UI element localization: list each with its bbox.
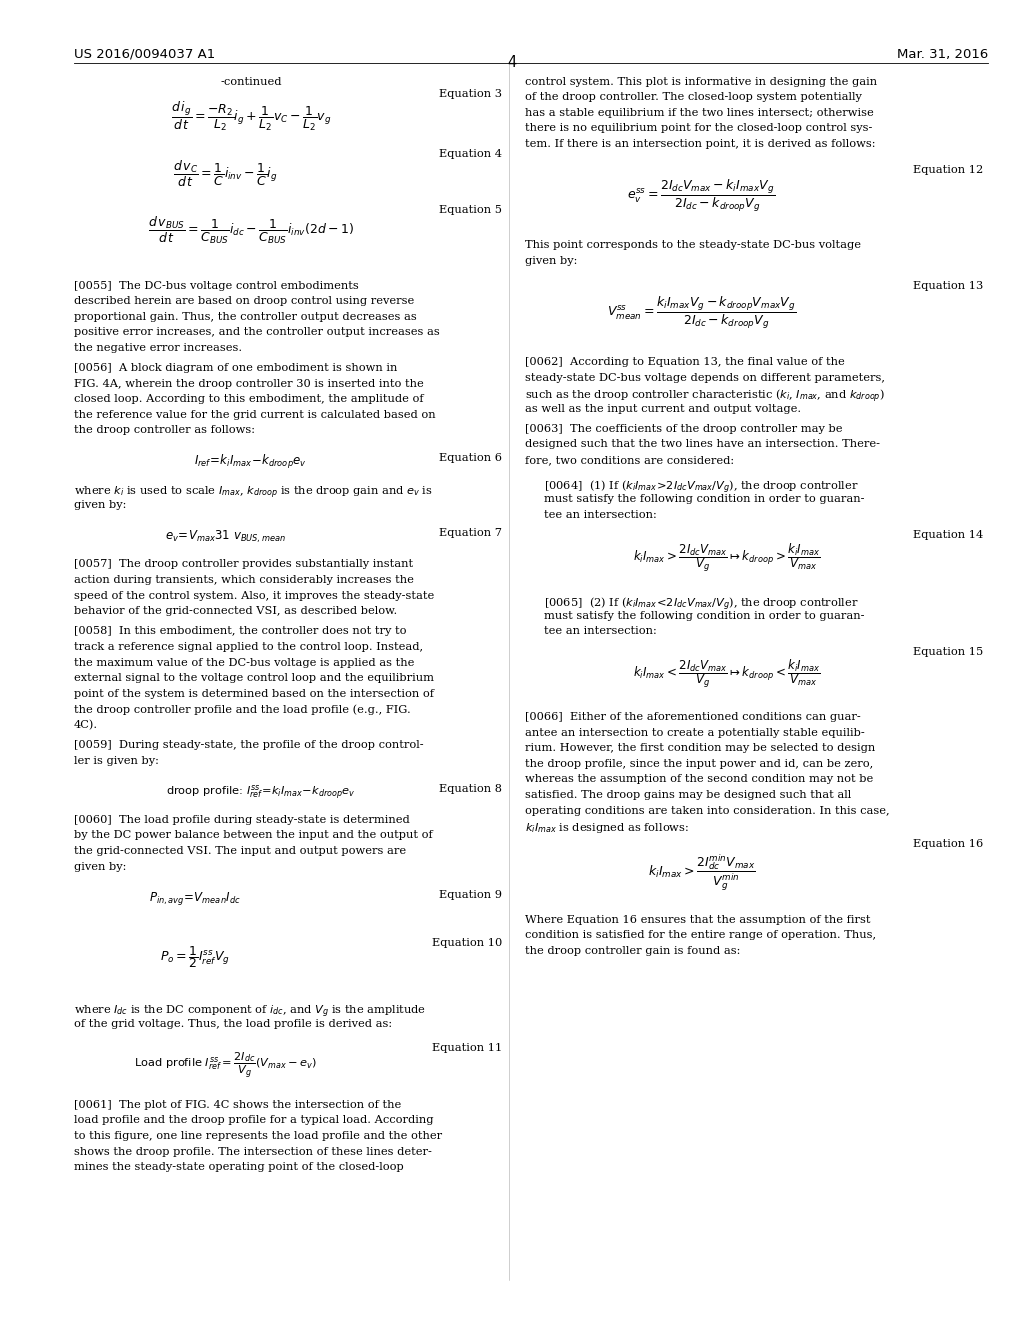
Text: designed such that the two lines have an intersection. There-: designed such that the two lines have an… bbox=[525, 440, 881, 450]
Text: tee an intersection:: tee an intersection: bbox=[544, 627, 656, 636]
Text: US 2016/0094037 A1: US 2016/0094037 A1 bbox=[74, 48, 215, 61]
Text: [0063]  The coefficients of the droop controller may be: [0063] The coefficients of the droop con… bbox=[525, 424, 843, 434]
Text: positive error increases, and the controller output increases as: positive error increases, and the contro… bbox=[74, 327, 439, 338]
Text: [0055]  The DC-bus voltage control embodiments: [0055] The DC-bus voltage control embodi… bbox=[74, 281, 358, 290]
Text: where $I_{dc}$ is the DC component of $i_{dc}$, and $V_g$ is the amplitude: where $I_{dc}$ is the DC component of $i… bbox=[74, 1003, 426, 1020]
Text: as well as the input current and output voltage.: as well as the input current and output … bbox=[525, 404, 802, 413]
Text: mines the steady-state operating point of the closed-loop: mines the steady-state operating point o… bbox=[74, 1162, 403, 1172]
Text: Where Equation 16 ensures that the assumption of the first: Where Equation 16 ensures that the assum… bbox=[525, 915, 870, 924]
Text: condition is satisfied for the entire range of operation. Thus,: condition is satisfied for the entire ra… bbox=[525, 931, 877, 940]
Text: tem. If there is an intersection point, it is derived as follows:: tem. If there is an intersection point, … bbox=[525, 139, 876, 149]
Text: Equation 10: Equation 10 bbox=[431, 937, 502, 948]
Text: rium. However, the first condition may be selected to design: rium. However, the first condition may b… bbox=[525, 743, 876, 754]
Text: [0062]  According to Equation 13, the final value of the: [0062] According to Equation 13, the fin… bbox=[525, 356, 845, 367]
Text: Equation 6: Equation 6 bbox=[438, 454, 502, 463]
Text: must satisfy the following condition in order to guaran-: must satisfy the following condition in … bbox=[544, 494, 864, 504]
Text: 4: 4 bbox=[507, 55, 517, 70]
Text: Equation 16: Equation 16 bbox=[912, 840, 983, 849]
Text: given by:: given by: bbox=[74, 862, 126, 871]
Text: $\dfrac{d\,i_g}{d\,t} = \dfrac{-R_2}{L_2}i_g + \dfrac{1}{L_2}v_C - \dfrac{1}{L_2: $\dfrac{d\,i_g}{d\,t} = \dfrac{-R_2}{L_2… bbox=[171, 100, 331, 133]
Text: Equation 11: Equation 11 bbox=[431, 1044, 502, 1053]
Text: Equation 9: Equation 9 bbox=[438, 890, 502, 900]
Text: 4C).: 4C). bbox=[74, 719, 98, 730]
Text: point of the system is determined based on the intersection of: point of the system is determined based … bbox=[74, 689, 434, 698]
Text: shows the droop profile. The intersection of these lines deter-: shows the droop profile. The intersectio… bbox=[74, 1147, 431, 1156]
Text: [0056]  A block diagram of one embodiment is shown in: [0056] A block diagram of one embodiment… bbox=[74, 363, 397, 374]
Text: satisfied. The droop gains may be designed such that all: satisfied. The droop gains may be design… bbox=[525, 789, 852, 800]
Text: Equation 4: Equation 4 bbox=[438, 149, 502, 158]
Text: $\dfrac{d\,v_{BUS}}{d\,t} = \dfrac{1}{C_{BUS}}i_{dc} - \dfrac{1}{C_{BUS}}i_{inv}: $\dfrac{d\,v_{BUS}}{d\,t} = \dfrac{1}{C_… bbox=[147, 215, 354, 247]
Text: to this figure, one line represents the load profile and the other: to this figure, one line represents the … bbox=[74, 1131, 441, 1140]
Text: closed loop. According to this embodiment, the amplitude of: closed loop. According to this embodimen… bbox=[74, 395, 423, 404]
Text: Equation 5: Equation 5 bbox=[438, 205, 502, 215]
Text: [0064]  (1) If ($k_i I_{max}\!>\!2I_{dc}V_{max}/V_g$), the droop controller: [0064] (1) If ($k_i I_{max}\!>\!2I_{dc}V… bbox=[544, 478, 858, 496]
Text: by the DC power balance between the input and the output of: by the DC power balance between the inpu… bbox=[74, 830, 432, 841]
Text: Equation 13: Equation 13 bbox=[912, 281, 983, 292]
Text: the reference value for the grid current is calculated based on: the reference value for the grid current… bbox=[74, 411, 435, 420]
Text: FIG. 4A, wherein the droop controller 30 is inserted into the: FIG. 4A, wherein the droop controller 30… bbox=[74, 379, 424, 388]
Text: tee an intersection:: tee an intersection: bbox=[544, 510, 656, 520]
Text: $k_i I_{max} > \dfrac{2I_{dc}V_{max}}{V_g} \mapsto k_{droop} > \dfrac{k_i I_{max: $k_i I_{max} > \dfrac{2I_{dc}V_{max}}{V_… bbox=[633, 541, 821, 573]
Text: $P_o = \dfrac{1}{2}I_{ref}^{ss}V_g$: $P_o = \dfrac{1}{2}I_{ref}^{ss}V_g$ bbox=[160, 944, 229, 970]
Text: has a stable equilibrium if the two lines intersect; otherwise: has a stable equilibrium if the two line… bbox=[525, 108, 874, 117]
Text: Equation 3: Equation 3 bbox=[438, 90, 502, 99]
Text: described herein are based on droop control using reverse: described herein are based on droop cont… bbox=[74, 296, 414, 306]
Text: must satisfy the following condition in order to guaran-: must satisfy the following condition in … bbox=[544, 611, 864, 620]
Text: the negative error increases.: the negative error increases. bbox=[74, 343, 242, 352]
Text: proportional gain. Thus, the controller output decreases as: proportional gain. Thus, the controller … bbox=[74, 312, 417, 322]
Text: whereas the assumption of the second condition may not be: whereas the assumption of the second con… bbox=[525, 775, 873, 784]
Text: $I_{ref}\!=\!k_i I_{max}\!-\!k_{droop}e_v$: $I_{ref}\!=\!k_i I_{max}\!-\!k_{droop}e_… bbox=[195, 454, 307, 471]
Text: Load profile $I_{ref}^{ss} = \dfrac{2I_{dc}}{V_g}(V_{max} - e_v)$: Load profile $I_{ref}^{ss} = \dfrac{2I_{… bbox=[134, 1051, 316, 1080]
Text: operating conditions are taken into consideration. In this case,: operating conditions are taken into cons… bbox=[525, 805, 890, 816]
Text: [0060]  The load profile during steady-state is determined: [0060] The load profile during steady-st… bbox=[74, 814, 410, 825]
Text: This point corresponds to the steady-state DC-bus voltage: This point corresponds to the steady-sta… bbox=[525, 240, 861, 249]
Text: given by:: given by: bbox=[74, 500, 126, 511]
Text: the grid-connected VSI. The input and output powers are: the grid-connected VSI. The input and ou… bbox=[74, 846, 406, 855]
Text: [0065]  (2) If ($k_i I_{max}\!<\!2I_{dc}V_{max}/V_g$), the droop controller: [0065] (2) If ($k_i I_{max}\!<\!2I_{dc}V… bbox=[544, 595, 858, 612]
Text: [0058]  In this embodiment, the controller does not try to: [0058] In this embodiment, the controlle… bbox=[74, 627, 407, 636]
Text: of the grid voltage. Thus, the load profile is derived as:: of the grid voltage. Thus, the load prof… bbox=[74, 1019, 392, 1028]
Text: [0057]  The droop controller provides substantially instant: [0057] The droop controller provides sub… bbox=[74, 560, 413, 569]
Text: [0066]  Either of the aforementioned conditions can guar-: [0066] Either of the aforementioned cond… bbox=[525, 711, 861, 722]
Text: where $k_i$ is used to scale $I_{max}$, $k_{droop}$ is the droop gain and $e_v$ : where $k_i$ is used to scale $I_{max}$, … bbox=[74, 484, 432, 502]
Text: Mar. 31, 2016: Mar. 31, 2016 bbox=[897, 48, 988, 61]
Text: control system. This plot is informative in designing the gain: control system. This plot is informative… bbox=[525, 77, 878, 87]
Text: such as the droop controller characteristic ($k_i$, $I_{max}$, and $k_{droop}$): such as the droop controller characteris… bbox=[525, 388, 885, 405]
Text: $k_i I_{max} < \dfrac{2I_{dc}V_{max}}{V_g} \mapsto k_{droop} < \dfrac{k_i I_{max: $k_i I_{max} < \dfrac{2I_{dc}V_{max}}{V_… bbox=[633, 657, 821, 690]
Text: there is no equilibrium point for the closed-loop control sys-: there is no equilibrium point for the cl… bbox=[525, 123, 872, 133]
Text: droop profile: $I_{ref}^{ss}\!=\!k_i I_{max}\!-\!k_{droop}e_v$: droop profile: $I_{ref}^{ss}\!=\!k_i I_{… bbox=[167, 784, 355, 803]
Text: Equation 12: Equation 12 bbox=[912, 165, 983, 174]
Text: [0059]  During steady-state, the profile of the droop control-: [0059] During steady-state, the profile … bbox=[74, 741, 423, 750]
Text: the droop controller as follows:: the droop controller as follows: bbox=[74, 425, 255, 436]
Text: Equation 8: Equation 8 bbox=[438, 784, 502, 793]
Text: Equation 15: Equation 15 bbox=[912, 647, 983, 657]
Text: the droop controller profile and the load profile (e.g., FIG.: the droop controller profile and the loa… bbox=[74, 705, 411, 715]
Text: given by:: given by: bbox=[525, 256, 578, 265]
Text: fore, two conditions are considered:: fore, two conditions are considered: bbox=[525, 455, 734, 465]
Text: $e_v^{ss} = \dfrac{2I_{dc}V_{max} - k_i I_{max}V_g}{2I_{dc} - k_{droop}V_g}$: $e_v^{ss} = \dfrac{2I_{dc}V_{max} - k_i … bbox=[628, 178, 775, 214]
Text: [0061]  The plot of FIG. 4C shows the intersection of the: [0061] The plot of FIG. 4C shows the int… bbox=[74, 1100, 401, 1110]
Text: $V_{mean}^{ss} = \dfrac{k_i I_{max}V_g - k_{droop}V_{max}V_g}{2I_{dc} - k_{droop: $V_{mean}^{ss} = \dfrac{k_i I_{max}V_g -… bbox=[607, 294, 796, 331]
Text: of the droop controller. The closed-loop system potentially: of the droop controller. The closed-loop… bbox=[525, 92, 862, 102]
Text: $e_v\!=\!V_{max}$31 $v_{BUS,mean}$: $e_v\!=\!V_{max}$31 $v_{BUS,mean}$ bbox=[165, 528, 286, 545]
Text: steady-state DC-bus voltage depends on different parameters,: steady-state DC-bus voltage depends on d… bbox=[525, 372, 886, 383]
Text: Equation 14: Equation 14 bbox=[912, 531, 983, 540]
Text: speed of the control system. Also, it improves the steady-state: speed of the control system. Also, it im… bbox=[74, 590, 434, 601]
Text: external signal to the voltage control loop and the equilibrium: external signal to the voltage control l… bbox=[74, 673, 434, 684]
Text: track a reference signal applied to the control loop. Instead,: track a reference signal applied to the … bbox=[74, 642, 423, 652]
Text: Equation 7: Equation 7 bbox=[438, 528, 502, 539]
Text: the droop controller gain is found as:: the droop controller gain is found as: bbox=[525, 945, 740, 956]
Text: -continued: -continued bbox=[220, 77, 282, 87]
Text: ler is given by:: ler is given by: bbox=[74, 755, 159, 766]
Text: load profile and the droop profile for a typical load. According: load profile and the droop profile for a… bbox=[74, 1115, 433, 1126]
Text: the droop profile, since the input power and id, can be zero,: the droop profile, since the input power… bbox=[525, 759, 873, 768]
Text: the maximum value of the DC-bus voltage is applied as the: the maximum value of the DC-bus voltage … bbox=[74, 657, 414, 668]
Text: $k_i I_{max} > \dfrac{2I_{dc}^{min}V_{max}}{V_g^{min}}$: $k_i I_{max} > \dfrac{2I_{dc}^{min}V_{ma… bbox=[647, 853, 756, 894]
Text: action during transients, which considerably increases the: action during transients, which consider… bbox=[74, 576, 414, 585]
Text: behavior of the grid-connected VSI, as described below.: behavior of the grid-connected VSI, as d… bbox=[74, 606, 397, 616]
Text: $P_{in,avg}\!=\!V_{mean}I_{dc}$: $P_{in,avg}\!=\!V_{mean}I_{dc}$ bbox=[148, 890, 241, 907]
Text: $\dfrac{d\,v_C}{d\,t} = \dfrac{1}{C}i_{inv} - \dfrac{1}{C}i_g$: $\dfrac{d\,v_C}{d\,t} = \dfrac{1}{C}i_{i… bbox=[173, 160, 278, 189]
Text: antee an intersection to create a potentially stable equilib-: antee an intersection to create a potent… bbox=[525, 727, 865, 738]
Text: $k_i I_{max}$ is designed as follows:: $k_i I_{max}$ is designed as follows: bbox=[525, 821, 689, 836]
